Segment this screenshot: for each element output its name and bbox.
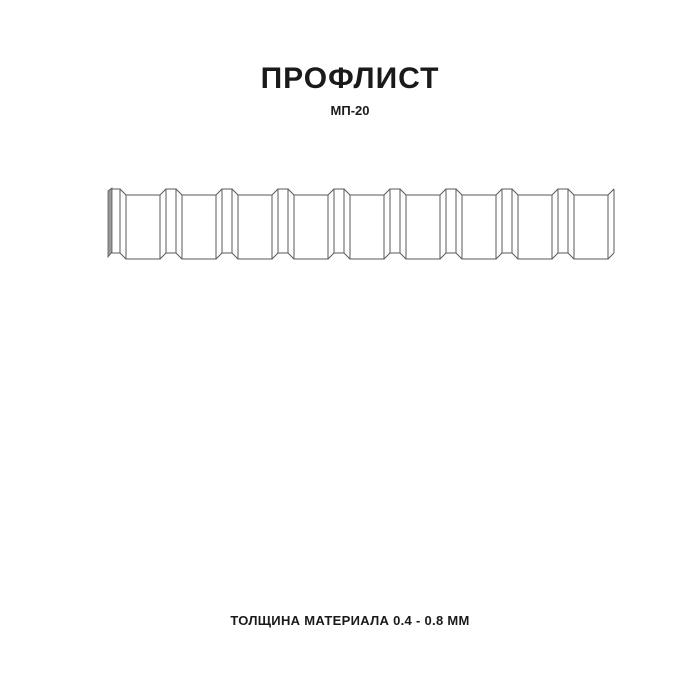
svg-text:МП-20: МП-20 <box>331 103 370 118</box>
svg-text:ТОЛЩИНА МАТЕРИАЛА 0.4 - 0.8 ММ: ТОЛЩИНА МАТЕРИАЛА 0.4 - 0.8 ММ <box>230 613 469 628</box>
svg-text:ПРОФЛИСТ: ПРОФЛИСТ <box>261 62 440 95</box>
